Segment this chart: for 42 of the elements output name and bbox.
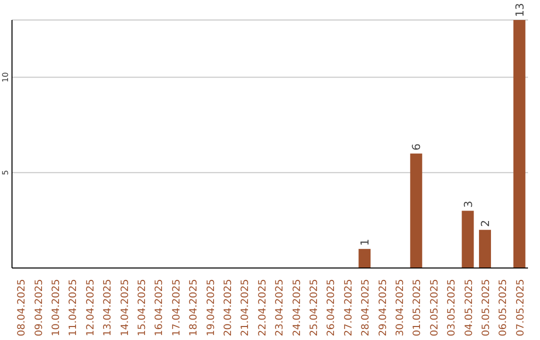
- bar: [410, 154, 422, 268]
- x-tick-label: 23.04.2025: [274, 279, 286, 336]
- bar: [478, 230, 491, 268]
- x-tick-label: 25.04.2025: [309, 279, 320, 336]
- x-tick-label: 02.05.2025: [429, 279, 440, 336]
- data-label: 6: [410, 144, 424, 151]
- x-tick-label: 06.05.2025: [498, 279, 510, 336]
- x-tick-label: 09.04.2025: [34, 279, 45, 336]
- x-tick-label: 04.05.2025: [464, 279, 475, 336]
- x-tick-label: 10.04.2025: [51, 279, 62, 336]
- x-tick-label: 07.05.2025: [515, 279, 526, 336]
- data-label: 3: [462, 200, 475, 208]
- x-tick-label: 08.04.2025: [16, 279, 28, 336]
- x-tick-label: 22.04.2025: [257, 279, 268, 336]
- x-tick-label: 14.04.2025: [120, 279, 131, 336]
- x-tick-label: 12.04.2025: [85, 279, 96, 336]
- x-tick-label: 24.04.2025: [292, 279, 303, 336]
- x-tick-label: 16.04.2025: [154, 279, 166, 336]
- y-tick-label: 5: [1, 170, 10, 176]
- x-tick-label: 13.04.2025: [102, 279, 114, 336]
- y-tick-label: 10: [1, 72, 10, 82]
- x-tick-label: 11.04.2025: [68, 279, 80, 336]
- x-tick-label: 01.05.2025: [412, 279, 424, 336]
- x-tick-label: 21.04.2025: [240, 279, 252, 336]
- data-label: 2: [478, 220, 492, 227]
- x-tick-label: 28.04.2025: [360, 279, 372, 336]
- x-tick-label: 18.04.2025: [188, 279, 200, 336]
- data-label: 13: [513, 3, 526, 17]
- x-tick-label: 26.04.2025: [326, 279, 338, 336]
- x-tick-label: 17.04.2025: [171, 279, 182, 336]
- data-label: 1: [358, 238, 372, 246]
- bar: [358, 248, 371, 268]
- x-tick-label: 30.04.2025: [395, 279, 406, 336]
- bar: [513, 20, 526, 268]
- x-tick-label: 20.04.2025: [223, 279, 234, 336]
- x-tick-label: 29.04.2025: [378, 279, 389, 336]
- bar: [462, 210, 474, 268]
- x-tick-label: 05.05.2025: [481, 279, 492, 336]
- x-tick-label: 19.04.2025: [206, 279, 217, 336]
- x-tick-label: 03.05.2025: [446, 279, 458, 336]
- x-tick-label: 15.04.2025: [137, 279, 148, 336]
- x-tick-label: 27.04.2025: [343, 279, 354, 336]
